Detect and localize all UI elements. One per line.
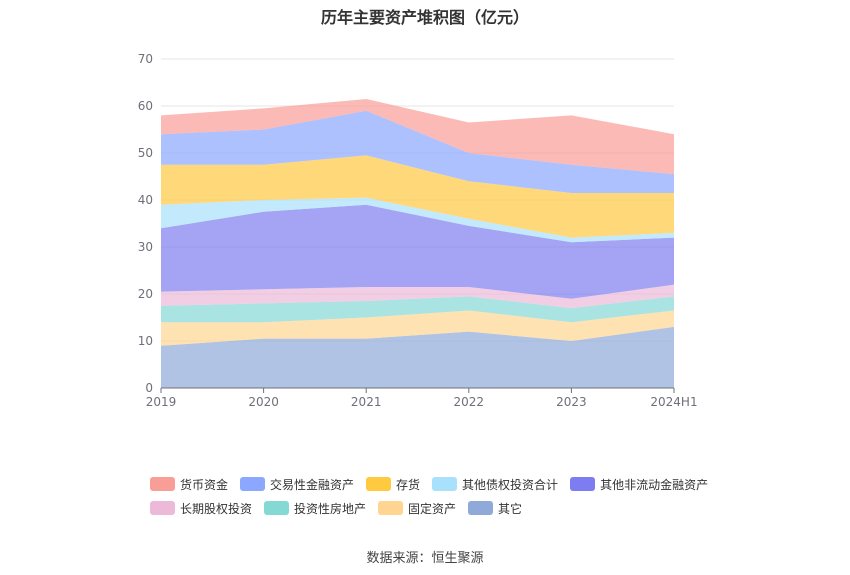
area-series-6 <box>161 155 674 238</box>
legend-swatch <box>570 477 596 491</box>
y-tick-label: 50 <box>138 146 153 160</box>
x-tick-label: 2021 <box>351 395 382 409</box>
area-series-3 <box>161 284 674 309</box>
legend-item[interactable]: 存货 <box>366 476 420 493</box>
y-tick-label: 60 <box>138 99 153 113</box>
legend-label: 其他非流动金融资产 <box>600 477 709 492</box>
legend-swatch <box>468 501 494 515</box>
legend-item[interactable]: 其他债权投资合计 <box>432 476 558 493</box>
y-tick-label: 70 <box>138 52 153 66</box>
legend-row-2: 长期股权投资 投资性房地产 固定资产 其它 <box>150 496 750 520</box>
y-tick-label: 10 <box>138 334 153 348</box>
chart-title: 历年主要资产堆积图（亿元） <box>320 8 529 27</box>
legend-label: 其它 <box>498 501 523 516</box>
y-tick-label: 40 <box>138 193 153 207</box>
legend-label: 货币资金 <box>180 477 229 492</box>
legend-swatch <box>366 477 392 491</box>
x-tick-label: 2022 <box>454 395 485 409</box>
chart-legend: 货币资金 交易性金融资产 存货 其他债权投资合计 其他非流动金融资产 长期股权投资 投资性… <box>150 472 750 520</box>
legend-swatch <box>150 501 175 515</box>
legend-item[interactable]: 其他非流动金融资产 <box>570 476 708 493</box>
x-tick-label: 2020 <box>248 395 279 409</box>
x-tick-label: 2023 <box>556 395 587 409</box>
legend-swatch <box>432 477 458 491</box>
x-tick-label: 2019 <box>146 395 177 409</box>
legend-item[interactable]: 固定资产 <box>378 500 456 517</box>
area-series-4 <box>161 204 674 299</box>
legend-item[interactable]: 投资性房地产 <box>264 500 366 517</box>
legend-swatch <box>240 477 266 491</box>
y-tick-label: 20 <box>138 287 153 301</box>
data-source: 数据来源：恒生聚源 <box>366 551 484 566</box>
area-series-8 <box>161 98 674 175</box>
area-series-0 <box>161 326 674 388</box>
legend-item[interactable]: 货币资金 <box>150 476 228 493</box>
legend-item[interactable]: 交易性金融资产 <box>240 476 354 493</box>
legend-label: 长期股权投资 <box>180 501 253 516</box>
x-tick-label: 2024H1 <box>650 395 697 409</box>
legend-label: 其他债权投资合计 <box>462 477 559 492</box>
legend-item[interactable]: 长期股权投资 <box>150 500 252 517</box>
legend-label: 固定资产 <box>408 501 457 516</box>
legend-label: 投资性房地产 <box>294 501 367 516</box>
stacked-area-chart: 0 10 20 30 40 50 60 70 2019 2020 2021 2022 2023 2024H… <box>138 52 698 409</box>
area-series-7 <box>161 110 674 193</box>
y-tick-label: 0 <box>145 381 153 395</box>
legend-item[interactable]: 其它 <box>468 500 522 517</box>
area-series-1 <box>161 310 674 346</box>
y-tick-label: 30 <box>138 240 153 254</box>
legend-label: 存货 <box>396 477 421 492</box>
legend-label: 交易性金融资产 <box>270 477 355 492</box>
legend-swatch <box>150 477 175 491</box>
legend-row-1: 货币资金 交易性金融资产 存货 其他债权投资合计 其他非流动金融资产 <box>150 472 750 496</box>
area-series-2 <box>161 296 674 323</box>
legend-swatch <box>264 501 290 515</box>
legend-swatch <box>378 501 404 515</box>
area-series-5 <box>161 197 674 243</box>
